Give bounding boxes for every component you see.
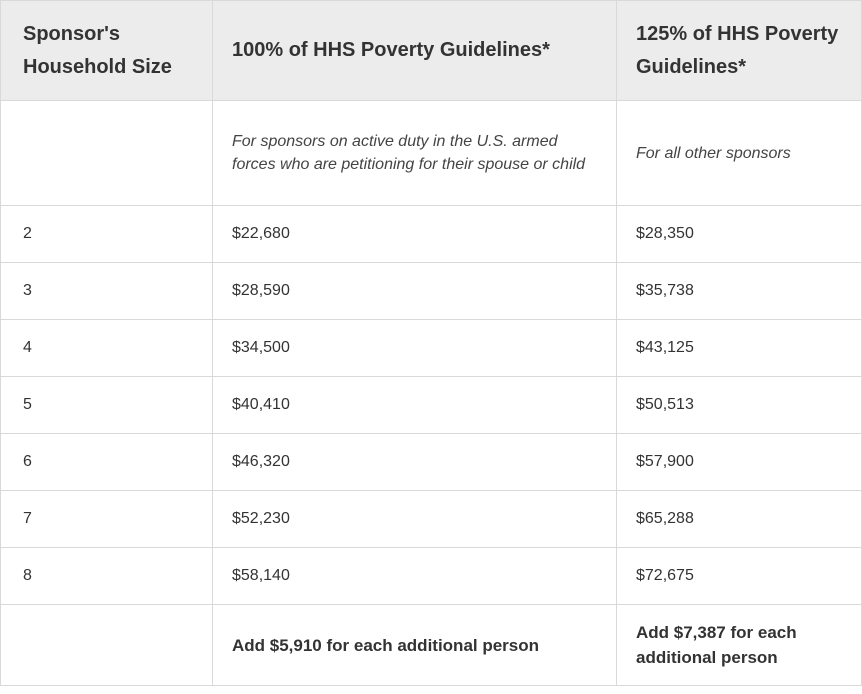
hhs-100-cell: $52,230 — [212, 490, 617, 548]
hhs-125-cell: $57,900 — [616, 433, 862, 491]
hhs-100-cell: $22,680 — [212, 205, 617, 263]
column-header-household-size: Sponsor's Household Size — [0, 0, 213, 101]
table-body: For sponsors on active duty in the U.S. … — [0, 100, 862, 686]
description-cell-household-size — [0, 100, 213, 206]
additional-person-text-hhs-125: Add $7,387 for each additional person — [636, 623, 797, 667]
additional-person-cell-hhs-100: Add $5,910 for each additional person — [212, 604, 617, 686]
description-text-hhs-100: For sponsors on active duty in the U.S. … — [232, 133, 586, 173]
household-size-cell: 4 — [0, 319, 213, 377]
hhs-100-cell: $40,410 — [212, 376, 617, 434]
table-row: 2 $22,680 $28,350 — [0, 205, 862, 263]
table-header: Sponsor's Household Size 100% of HHS Pov… — [0, 0, 862, 101]
additional-person-row: Add $5,910 for each additional person Ad… — [0, 604, 862, 686]
table-row: 5 $40,410 $50,513 — [0, 376, 862, 434]
additional-person-cell-household-size — [0, 604, 213, 686]
household-size-cell: 2 — [0, 205, 213, 263]
household-size-cell: 8 — [0, 547, 213, 605]
column-header-hhs-100: 100% of HHS Poverty Guidelines* — [212, 0, 617, 101]
additional-person-cell-hhs-125: Add $7,387 for each additional person — [616, 604, 862, 686]
hhs-100-cell: $46,320 — [212, 433, 617, 491]
hhs-125-cell: $43,125 — [616, 319, 862, 377]
description-cell-hhs-125: For all other sponsors — [616, 100, 862, 206]
household-size-cell: 3 — [0, 262, 213, 320]
description-row: For sponsors on active duty in the U.S. … — [0, 100, 862, 206]
household-size-cell: 7 — [0, 490, 213, 548]
hhs-125-cell: $35,738 — [616, 262, 862, 320]
table-row: 4 $34,500 $43,125 — [0, 319, 862, 377]
description-text-hhs-125: For all other sponsors — [636, 144, 791, 162]
hhs-100-cell: $58,140 — [212, 547, 617, 605]
hhs-125-cell: $65,288 — [616, 490, 862, 548]
additional-person-text-hhs-100: Add $5,910 for each additional person — [232, 635, 540, 655]
table-row: 7 $52,230 $65,288 — [0, 490, 862, 548]
column-header-hhs-125: 125% of HHS Poverty Guidelines* — [616, 0, 862, 101]
household-size-cell: 5 — [0, 376, 213, 434]
description-cell-hhs-100: For sponsors on active duty in the U.S. … — [212, 100, 617, 206]
table-row: 6 $46,320 $57,900 — [0, 433, 862, 491]
hhs-100-cell: $28,590 — [212, 262, 617, 320]
table-row: 3 $28,590 $35,738 — [0, 262, 862, 320]
hhs-100-cell: $34,500 — [212, 319, 617, 377]
hhs-125-cell: $50,513 — [616, 376, 862, 434]
hhs-125-cell: $72,675 — [616, 547, 862, 605]
household-size-cell: 6 — [0, 433, 213, 491]
table-row: 8 $58,140 $72,675 — [0, 547, 862, 605]
header-row: Sponsor's Household Size 100% of HHS Pov… — [0, 0, 862, 101]
hhs-125-cell: $28,350 — [616, 205, 862, 263]
